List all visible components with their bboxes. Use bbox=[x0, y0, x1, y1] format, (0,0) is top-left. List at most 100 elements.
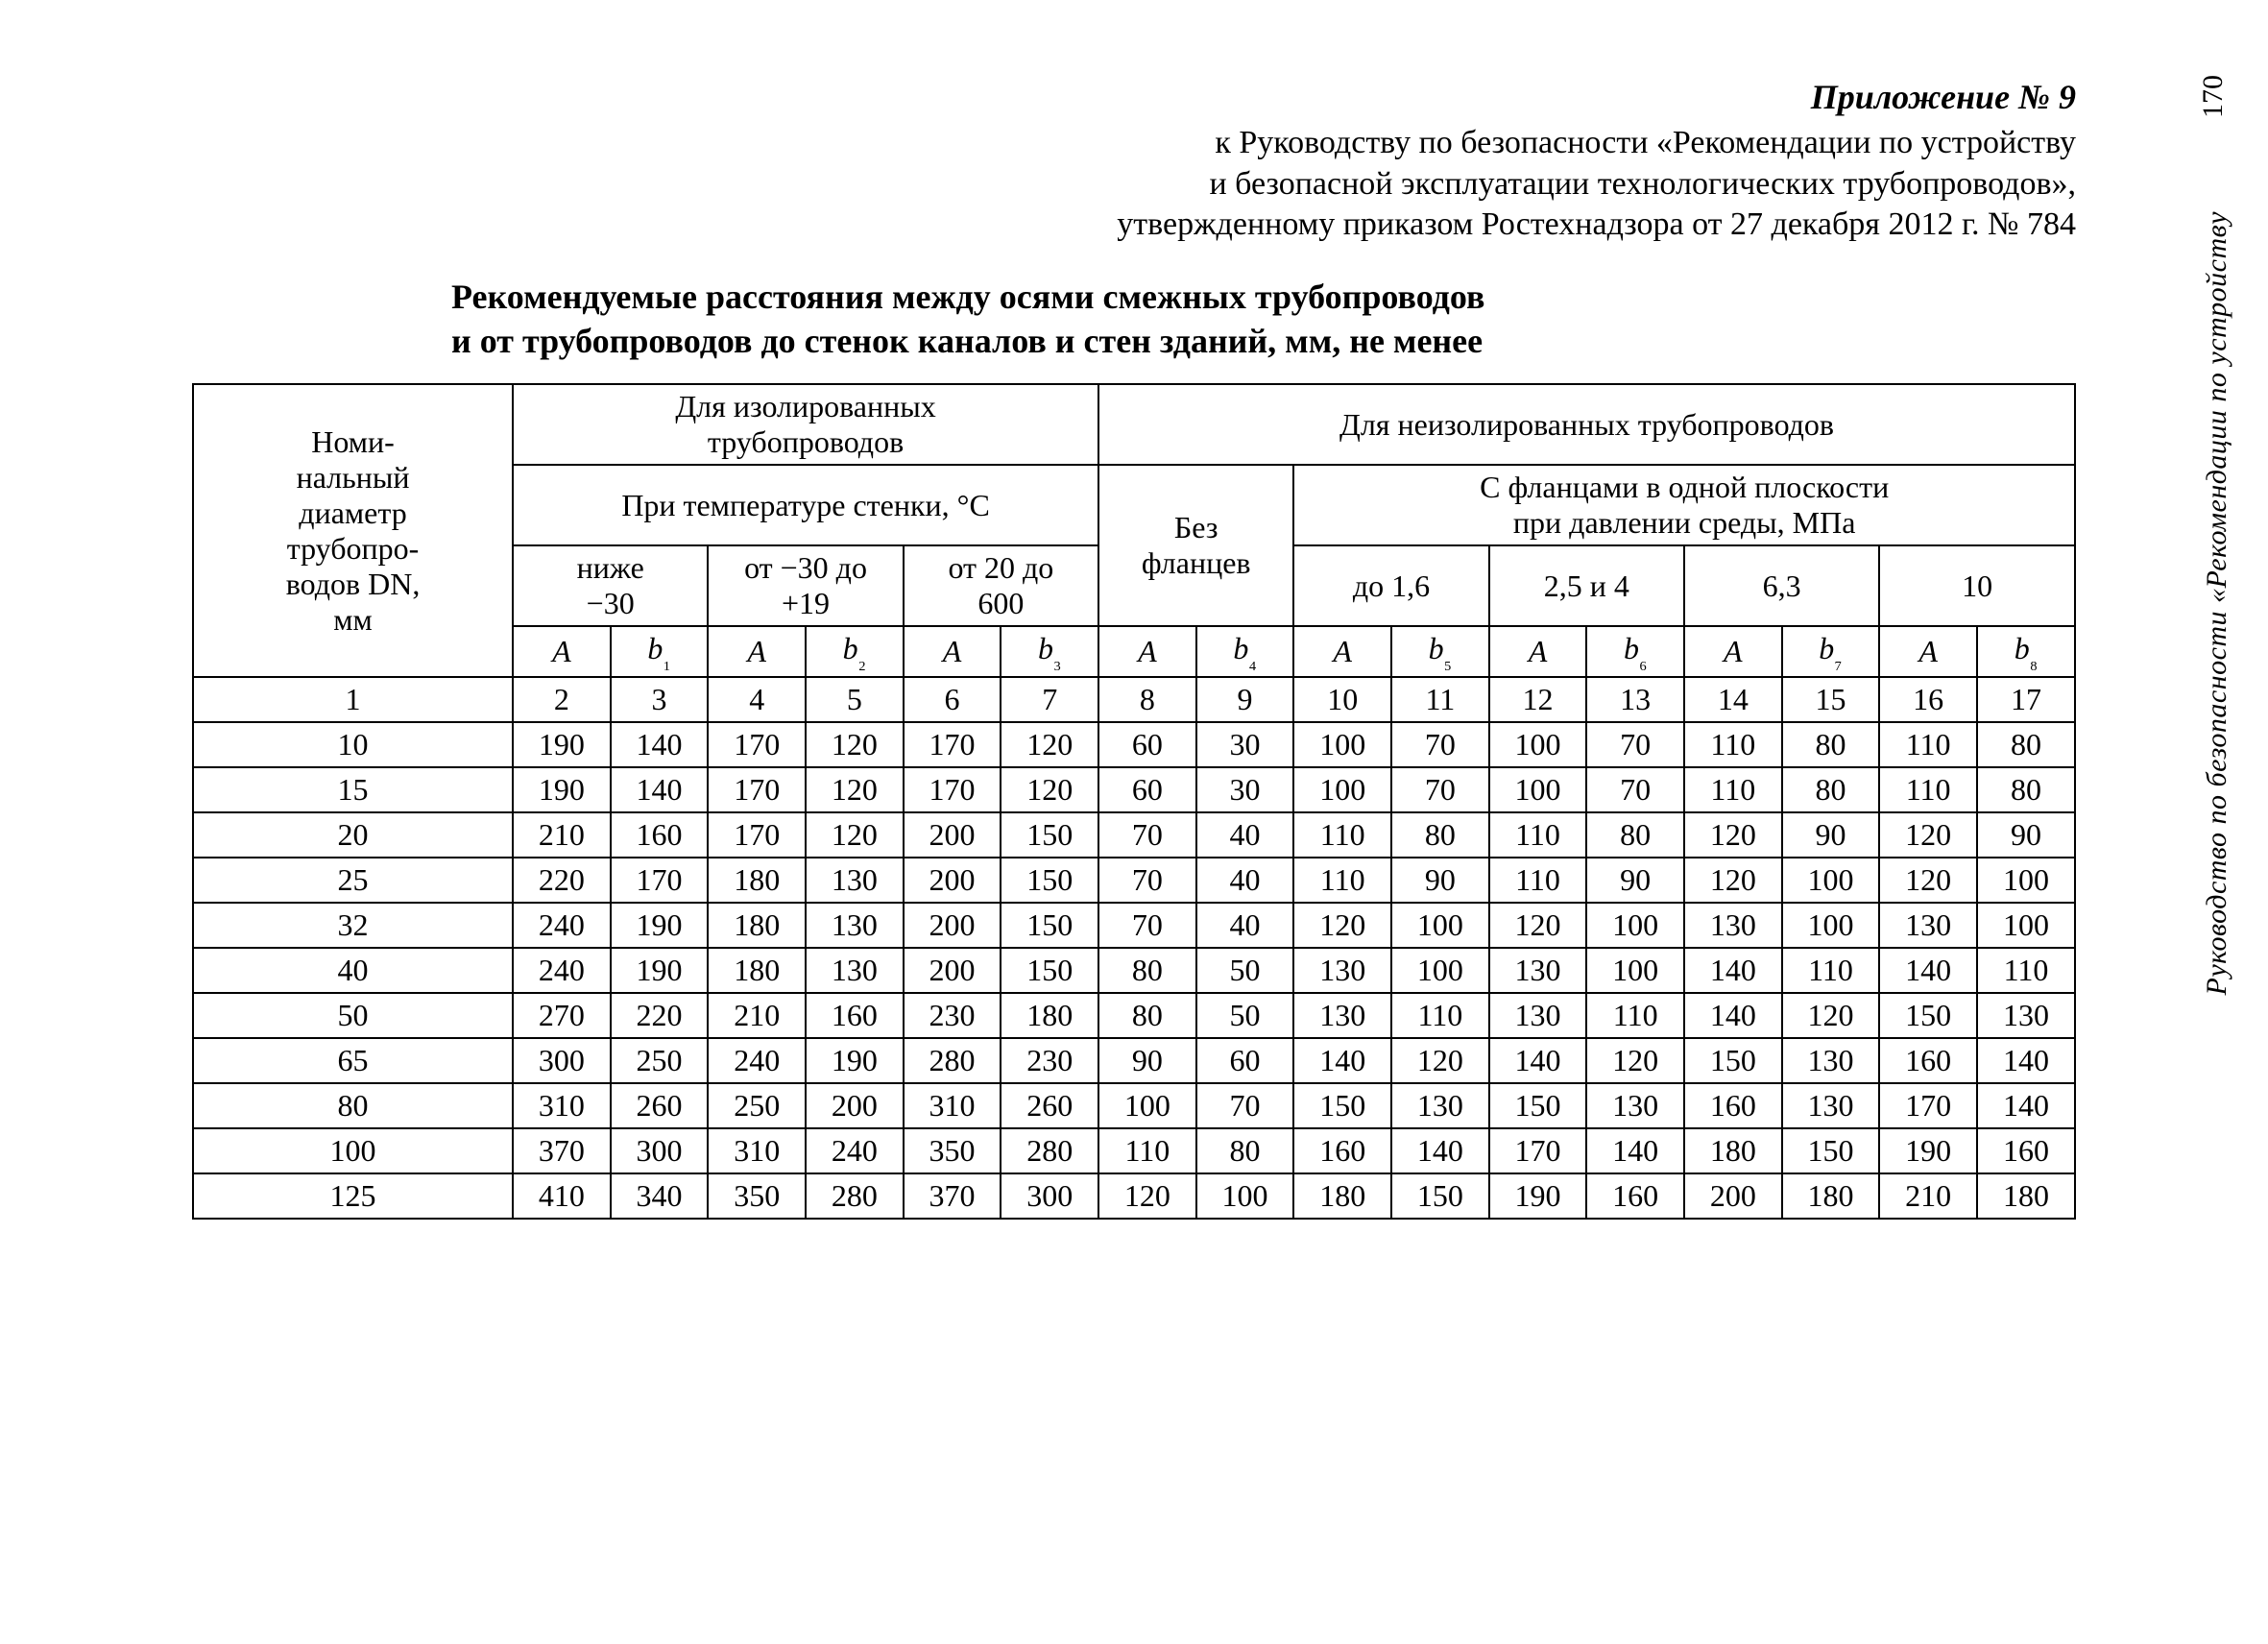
value-cell: 130 bbox=[1977, 993, 2075, 1038]
page-number: 170 bbox=[2197, 75, 2230, 118]
value-cell: 110 bbox=[1098, 1128, 1196, 1173]
dn-cell: 10 bbox=[193, 722, 513, 767]
value-cell: 250 bbox=[611, 1038, 709, 1083]
table-row: 5027022021016023018080501301101301101401… bbox=[193, 993, 2075, 1038]
value-cell: 90 bbox=[1782, 812, 1880, 858]
index-cell: 17 bbox=[1977, 677, 2075, 722]
value-cell: 130 bbox=[1293, 993, 1391, 1038]
index-cell: 4 bbox=[708, 677, 806, 722]
value-cell: 110 bbox=[1293, 858, 1391, 903]
value-cell: 200 bbox=[1684, 1173, 1782, 1219]
value-cell: 100 bbox=[1391, 948, 1489, 993]
dn-cell: 80 bbox=[193, 1083, 513, 1128]
value-cell: 140 bbox=[611, 722, 709, 767]
value-cell: 70 bbox=[1098, 903, 1196, 948]
table-row: 3224019018013020015070401201001201001301… bbox=[193, 903, 2075, 948]
value-cell: 180 bbox=[1293, 1173, 1391, 1219]
value-cell: 340 bbox=[611, 1173, 709, 1219]
value-cell: 180 bbox=[1001, 993, 1098, 1038]
distance-table: Номи-нальныйдиаметртрубопро-водов DN,ммД… bbox=[192, 383, 2076, 1220]
dn-cell: 100 bbox=[193, 1128, 513, 1173]
dn-cell: 125 bbox=[193, 1173, 513, 1219]
value-cell: 310 bbox=[513, 1083, 611, 1128]
value-cell: 120 bbox=[1293, 903, 1391, 948]
value-cell: 60 bbox=[1196, 1038, 1294, 1083]
table-header: от 20 до600 bbox=[904, 545, 1098, 626]
value-cell: 70 bbox=[1391, 722, 1489, 767]
reference-line: и безопасной эксплуатации технологически… bbox=[192, 164, 2076, 206]
value-cell: 190 bbox=[1879, 1128, 1977, 1173]
value-cell: 130 bbox=[806, 948, 904, 993]
value-cell: 230 bbox=[1001, 1038, 1098, 1083]
value-cell: 240 bbox=[513, 948, 611, 993]
value-cell: 120 bbox=[806, 767, 904, 812]
pair-header: A bbox=[1293, 626, 1391, 677]
pair-header: A bbox=[904, 626, 1001, 677]
dn-cell: 65 bbox=[193, 1038, 513, 1083]
value-cell: 300 bbox=[513, 1038, 611, 1083]
value-cell: 100 bbox=[1782, 903, 1880, 948]
value-cell: 210 bbox=[708, 993, 806, 1038]
value-cell: 80 bbox=[1196, 1128, 1294, 1173]
value-cell: 160 bbox=[1586, 1173, 1684, 1219]
table-row: 2021016017012020015070401108011080120901… bbox=[193, 812, 2075, 858]
value-cell: 200 bbox=[904, 858, 1001, 903]
value-cell: 70 bbox=[1098, 812, 1196, 858]
title-line: Рекомендуемые расстояния между осями сме… bbox=[451, 275, 2076, 320]
value-cell: 140 bbox=[1684, 993, 1782, 1038]
value-cell: 100 bbox=[1293, 767, 1391, 812]
value-cell: 130 bbox=[1293, 948, 1391, 993]
table-header: С фланцами в одной плоскостипри давлении… bbox=[1293, 465, 2075, 545]
value-cell: 370 bbox=[513, 1128, 611, 1173]
index-cell: 11 bbox=[1391, 677, 1489, 722]
value-cell: 190 bbox=[513, 767, 611, 812]
value-cell: 80 bbox=[1977, 767, 2075, 812]
value-cell: 130 bbox=[1879, 903, 1977, 948]
index-cell: 9 bbox=[1196, 677, 1294, 722]
table-row: 1519014017012017012060301007010070110801… bbox=[193, 767, 2075, 812]
value-cell: 190 bbox=[806, 1038, 904, 1083]
value-cell: 120 bbox=[1001, 722, 1098, 767]
value-cell: 220 bbox=[611, 993, 709, 1038]
value-cell: 150 bbox=[1391, 1173, 1489, 1219]
value-cell: 80 bbox=[1977, 722, 2075, 767]
index-cell: 1 bbox=[193, 677, 513, 722]
value-cell: 250 bbox=[708, 1083, 806, 1128]
index-cell: 5 bbox=[806, 677, 904, 722]
pair-header: A bbox=[513, 626, 611, 677]
value-cell: 40 bbox=[1196, 858, 1294, 903]
value-cell: 100 bbox=[1586, 948, 1684, 993]
value-cell: 280 bbox=[904, 1038, 1001, 1083]
table-header: Номи-нальныйдиаметртрубопро-водов DN,мм bbox=[193, 384, 513, 677]
value-cell: 140 bbox=[611, 767, 709, 812]
index-cell: 6 bbox=[904, 677, 1001, 722]
value-cell: 50 bbox=[1196, 993, 1294, 1038]
value-cell: 180 bbox=[1782, 1173, 1880, 1219]
table-row: 1003703003102403502801108016014017014018… bbox=[193, 1128, 2075, 1173]
index-cell: 2 bbox=[513, 677, 611, 722]
table-row: 4024019018013020015080501301001301001401… bbox=[193, 948, 2075, 993]
table-header: ниже−30 bbox=[513, 545, 708, 626]
value-cell: 100 bbox=[1782, 858, 1880, 903]
reference-block: к Руководству по безопасности «Рекоменда… bbox=[192, 123, 2076, 246]
pair-header: b₁ bbox=[611, 626, 709, 677]
value-cell: 110 bbox=[1879, 722, 1977, 767]
page-title: Рекомендуемые расстояния между осями сме… bbox=[451, 275, 2076, 365]
value-cell: 200 bbox=[806, 1083, 904, 1128]
value-cell: 110 bbox=[1977, 948, 2075, 993]
value-cell: 100 bbox=[1196, 1173, 1294, 1219]
value-cell: 200 bbox=[904, 812, 1001, 858]
value-cell: 370 bbox=[904, 1173, 1001, 1219]
value-cell: 150 bbox=[1684, 1038, 1782, 1083]
value-cell: 180 bbox=[708, 903, 806, 948]
value-cell: 210 bbox=[1879, 1173, 1977, 1219]
table-header: При температуре стенки, °С bbox=[513, 465, 1098, 545]
value-cell: 40 bbox=[1196, 903, 1294, 948]
pair-header: A bbox=[708, 626, 806, 677]
value-cell: 300 bbox=[611, 1128, 709, 1173]
value-cell: 230 bbox=[904, 993, 1001, 1038]
value-cell: 80 bbox=[1098, 993, 1196, 1038]
pair-header: A bbox=[1684, 626, 1782, 677]
table-header: от −30 до+19 bbox=[708, 545, 903, 626]
value-cell: 90 bbox=[1586, 858, 1684, 903]
